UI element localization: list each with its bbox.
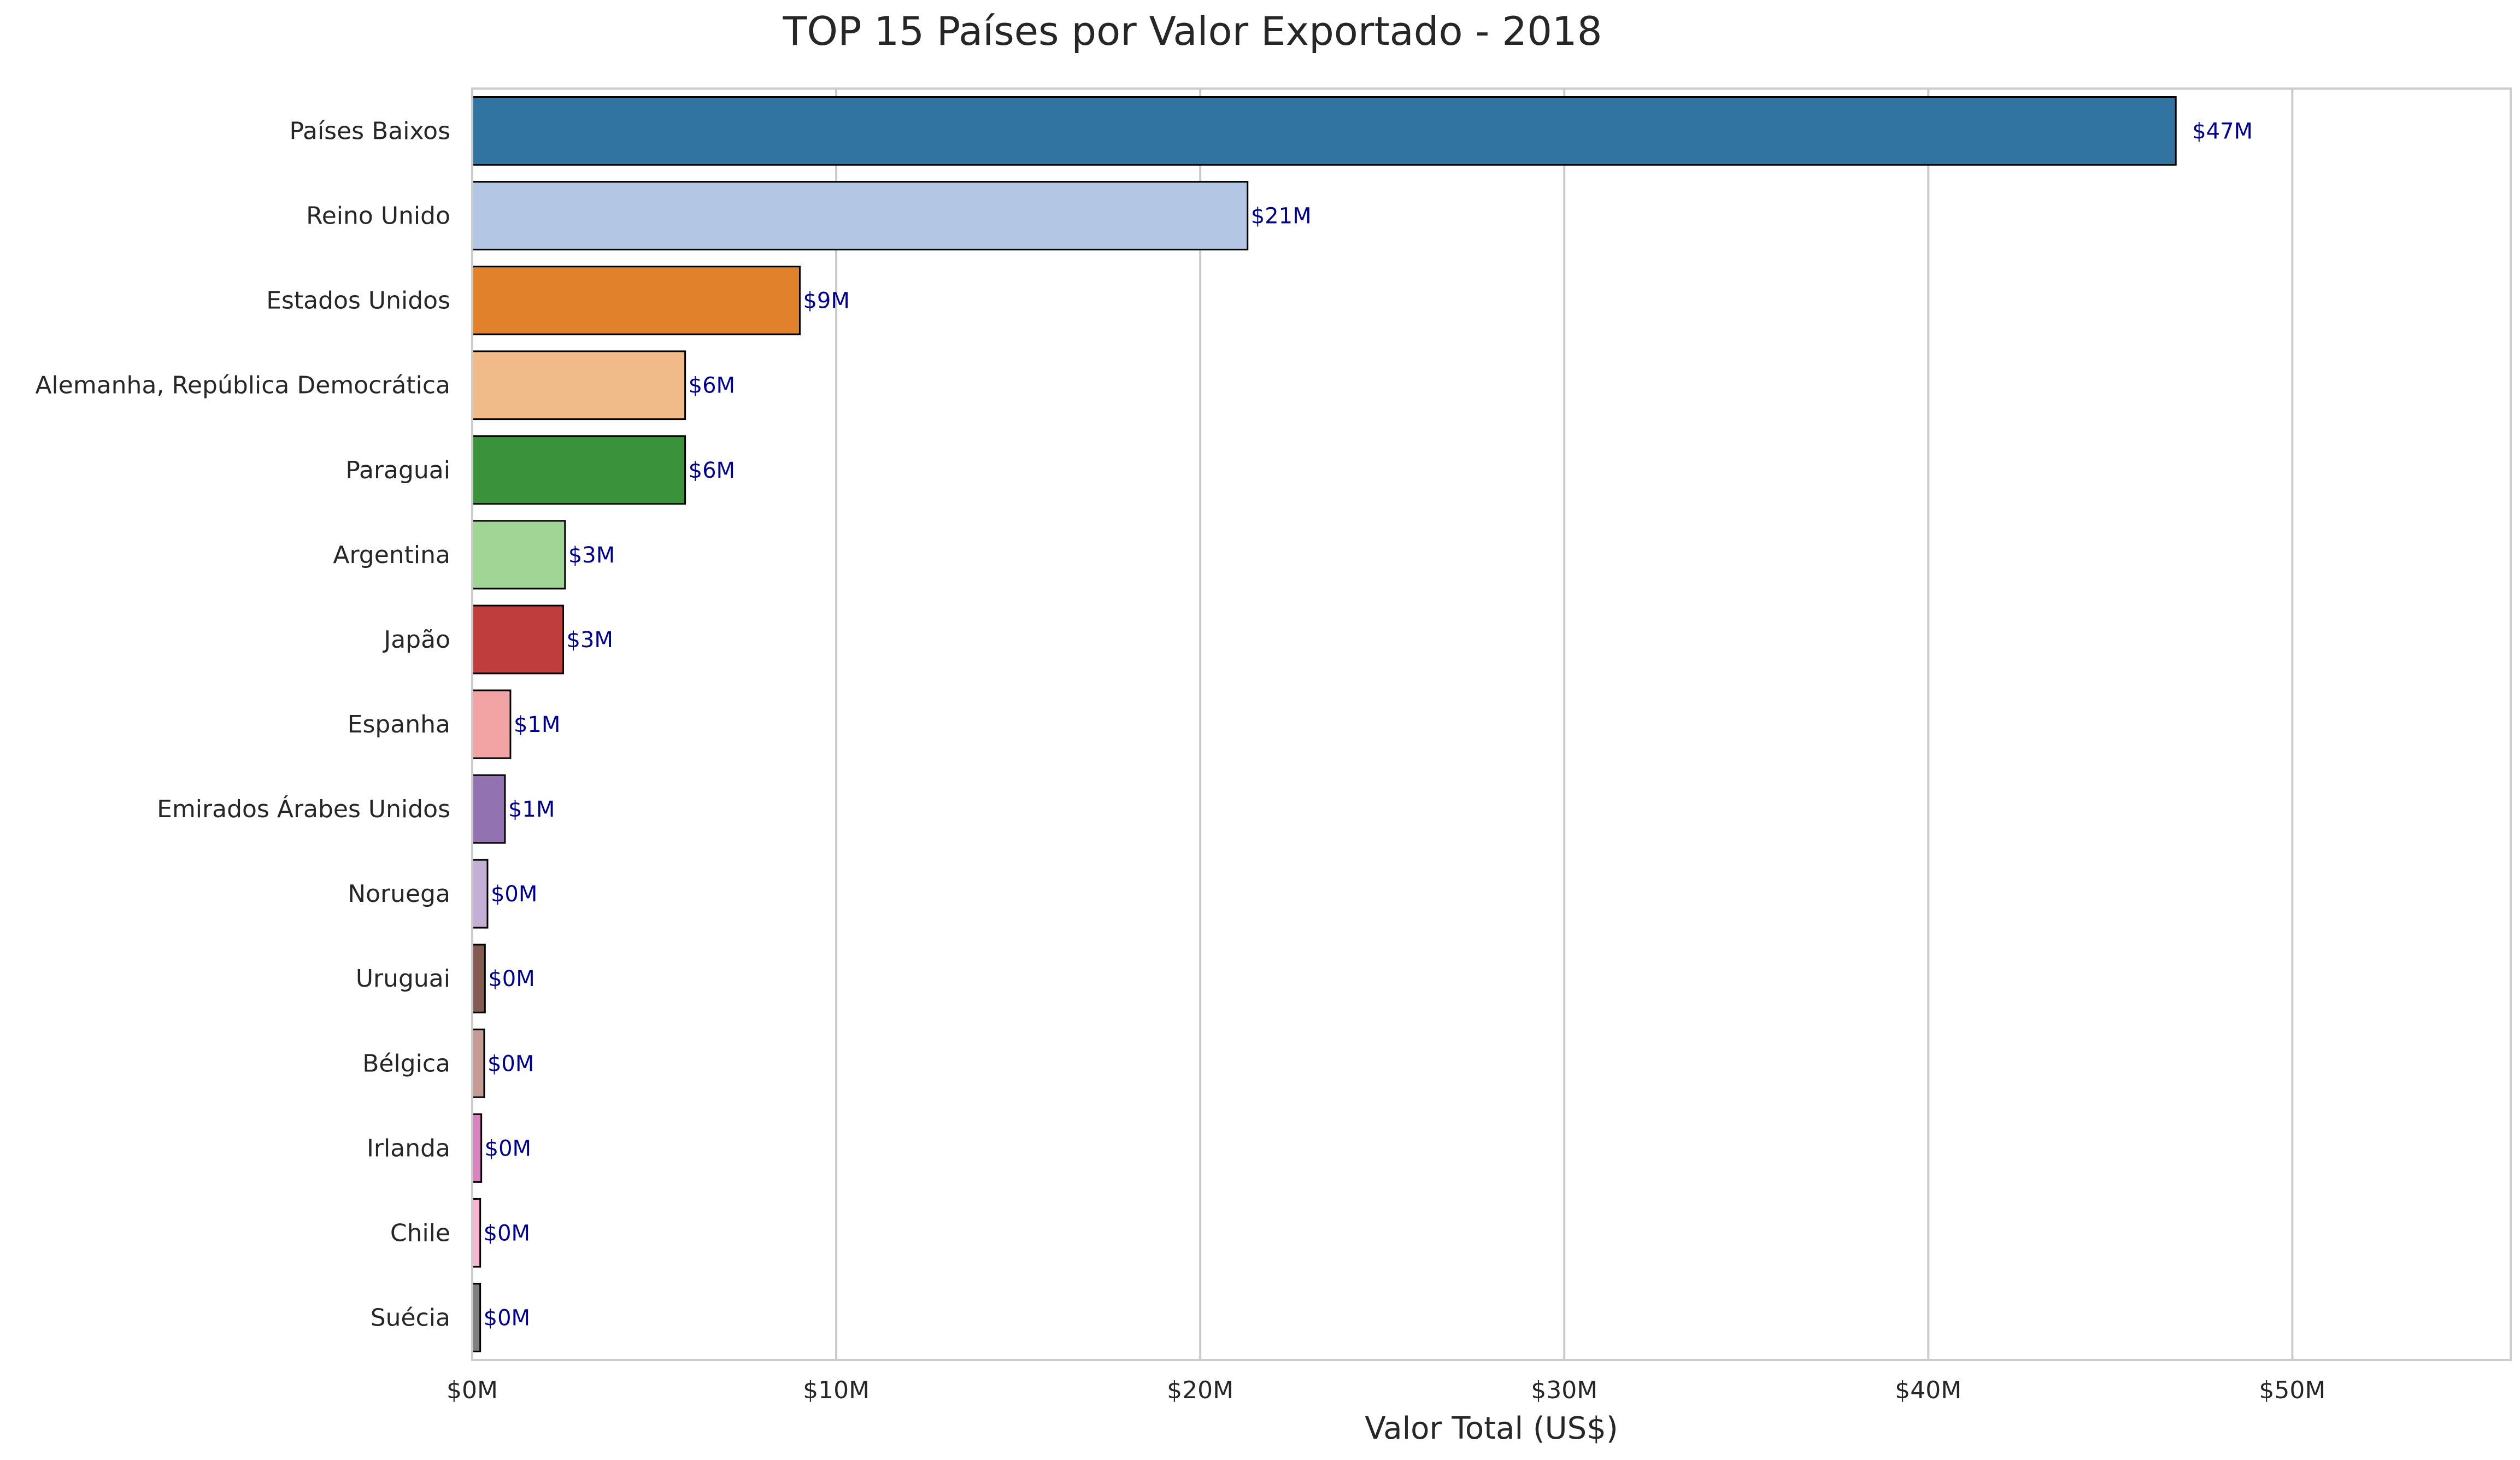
x-tick-label: $10M xyxy=(803,1376,870,1404)
bar-value-label: $0M xyxy=(484,1305,530,1330)
x-tick-label: $30M xyxy=(1531,1376,1597,1404)
plot-frame xyxy=(471,87,2512,1361)
bar xyxy=(471,1198,481,1268)
value-labels: $47M $21M $9M $6M $6M $3M $3M $1M $1M $0M $0M $0M $0… xyxy=(484,119,2253,1331)
y-tick-label: Japão xyxy=(382,626,450,654)
bar xyxy=(471,266,801,336)
bar xyxy=(471,350,686,420)
bar xyxy=(471,943,486,1013)
x-tick-label: $50M xyxy=(2259,1376,2325,1404)
bar-value-label: $6M xyxy=(689,458,735,483)
bar-value-label: $6M xyxy=(689,373,735,398)
y-tick-label: Paraguai xyxy=(345,456,450,484)
x-axis-label: Valor Total (US$) xyxy=(1365,1411,1618,1446)
bar-value-label: $1M xyxy=(508,797,555,822)
bar xyxy=(471,435,686,505)
bar xyxy=(471,605,565,675)
bar xyxy=(471,1113,483,1183)
y-tick-label: Alemanha, República Democrática xyxy=(35,372,450,400)
bar-value-label: $3M xyxy=(567,628,613,653)
x-tick-label: $40M xyxy=(1895,1376,1961,1404)
y-tick-label: Chile xyxy=(390,1219,450,1247)
bar xyxy=(471,774,506,844)
bar-value-label: $0M xyxy=(485,1136,531,1161)
bar xyxy=(471,181,1249,251)
bar-value-label: $3M xyxy=(568,543,615,568)
chart-title: TOP 15 Países por Valor Exportado - 2018 xyxy=(782,8,1602,54)
y-tick-label: Irlanda xyxy=(367,1134,450,1162)
x-tick-label: $20M xyxy=(1167,1376,1233,1404)
x-tick-label: $0M xyxy=(447,1376,498,1404)
y-tick-label: Suécia xyxy=(371,1304,450,1332)
bar xyxy=(471,1282,481,1352)
x-tick-labels: $0M $10M $20M $30M $40M $50M xyxy=(447,1376,2325,1404)
y-tick-label: Noruega xyxy=(348,880,450,908)
y-tick-label: Uruguai xyxy=(356,965,450,993)
bars xyxy=(471,96,2177,1352)
bar xyxy=(471,859,489,929)
bar-value-label: $1M xyxy=(514,712,560,737)
bar xyxy=(471,1028,485,1098)
y-tick-label: Estados Unidos xyxy=(266,287,450,315)
bar xyxy=(471,96,2177,166)
y-tick-labels: Países Baixos Reino Unido Estados Unidos Al… xyxy=(35,118,450,1332)
y-tick-label: Bélgica xyxy=(362,1049,450,1077)
bar-value-label: $0M xyxy=(488,966,534,992)
bar-value-label: $47M xyxy=(2192,119,2253,144)
bar-value-label: $0M xyxy=(491,882,537,907)
bar-value-label: $21M xyxy=(1251,204,1312,229)
y-tick-label: Reino Unido xyxy=(306,202,450,230)
bar xyxy=(471,520,566,590)
y-tick-label: Espanha xyxy=(348,711,450,738)
y-tick-label: Países Baixos xyxy=(289,118,450,145)
y-tick-label: Emirados Árabes Unidos xyxy=(157,794,450,823)
bar-value-label: $9M xyxy=(803,289,849,314)
bar-value-label: $0M xyxy=(487,1051,534,1076)
bar-value-label: $0M xyxy=(484,1221,530,1246)
y-tick-label: Argentina xyxy=(333,541,450,569)
bar xyxy=(471,689,512,759)
